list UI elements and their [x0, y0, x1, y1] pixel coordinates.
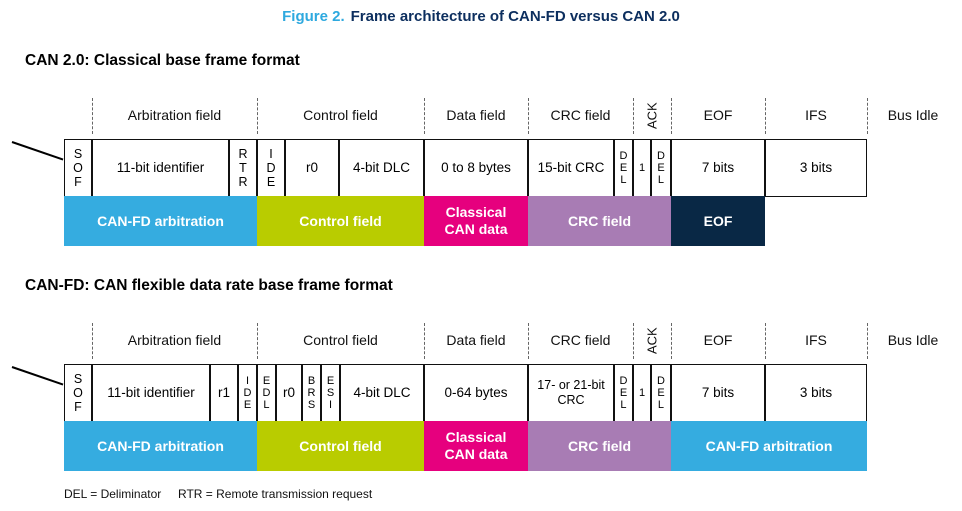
can20-box-eof: 7 bits: [671, 139, 765, 197]
can20-label-bus-idle: Bus Idle: [887, 107, 939, 123]
field-separator: [257, 98, 258, 134]
field-separator: [867, 98, 868, 134]
canfd-band-data: Classical CAN data: [424, 421, 528, 471]
field-separator: [528, 323, 529, 359]
canfd-label-crc: CRC field: [550, 332, 611, 348]
canfd-box-crc: 17- or 21-bit CRC: [528, 364, 614, 422]
can20-band-data: Classical CAN data: [424, 196, 528, 246]
canfd-band-tail: CAN-FD arbitration: [671, 421, 867, 471]
canfd-box-ack-slot: 1: [633, 364, 651, 422]
can20-box-data: 0 to 8 bytes: [424, 139, 528, 197]
can20-box-identifier: 11-bit identifier: [92, 139, 229, 197]
figure-title-text: Frame architecture of CAN-FD versus CAN …: [350, 8, 680, 25]
can20-box-r0: r0: [285, 139, 339, 197]
canfd-box-ide: I D E: [238, 364, 257, 422]
canfd-band-crc: CRC field: [528, 421, 671, 471]
can20-band-crc: CRC field: [528, 196, 671, 246]
can20-box-ack-slot: 1: [633, 139, 651, 197]
canfd-box-data: 0-64 bytes: [424, 364, 528, 422]
can20-band-control: Control field: [257, 196, 424, 246]
field-separator: [671, 323, 672, 359]
legend-del: DEL = Deliminator: [64, 487, 162, 501]
canfd-label-bus-idle: Bus Idle: [887, 332, 939, 348]
canfd-label-eof: EOF: [703, 332, 733, 348]
can20-box-ifs: 3 bits: [765, 139, 867, 197]
field-separator: [528, 98, 529, 134]
canfd-box-r1: r1: [210, 364, 238, 422]
can20-box-crc-del: D E L: [614, 139, 633, 197]
canfd-box-eof: 7 bits: [671, 364, 765, 422]
canfd-box-ack-del: D E L: [651, 364, 671, 422]
canfd-label-arbitration: Arbitration field: [127, 332, 222, 348]
figure-title: Figure 2. Frame architecture of CAN-FD ve…: [0, 8, 962, 25]
canfd-box-esi: E S I: [321, 364, 340, 422]
canfd-box-brs: B R S: [302, 364, 321, 422]
can20-label-eof: EOF: [703, 107, 733, 123]
field-separator: [424, 98, 425, 134]
field-separator: [765, 98, 766, 134]
canfd-box-ifs: 3 bits: [765, 364, 867, 422]
can20-box-dlc: 4-bit DLC: [339, 139, 424, 197]
field-separator: [257, 323, 258, 359]
figure-number-label: Figure 2.: [282, 8, 345, 25]
canfd-heading: CAN-FD: CAN flexible data rate base fram…: [25, 277, 393, 294]
can20-box-ide: I D E: [257, 139, 285, 197]
bus-lead-line: [11, 366, 64, 386]
can20-band-eof: EOF: [671, 196, 765, 246]
can20-box-ack-del: D E L: [651, 139, 671, 197]
canfd-band-control: Control field: [257, 421, 424, 471]
canfd-band-arbitration: CAN-FD arbitration: [64, 421, 257, 471]
field-separator: [92, 98, 93, 134]
canfd-label-ifs: IFS: [805, 332, 827, 348]
field-separator: [424, 323, 425, 359]
field-separator: [92, 323, 93, 359]
canfd-box-r0: r0: [276, 364, 302, 422]
field-separator: [671, 98, 672, 134]
field-separator: [633, 98, 634, 134]
can20-box-sof: S O F: [64, 139, 92, 197]
can20-label-data: Data field: [446, 107, 506, 123]
bus-lead-line: [11, 141, 64, 161]
can20-label-crc: CRC field: [550, 107, 611, 123]
legend-rtr: RTR = Remote transmission request: [178, 487, 373, 501]
canfd-box-dlc: 4-bit DLC: [340, 364, 424, 422]
can20-label-control: Control field: [303, 107, 378, 123]
can20-band-arbitration: CAN-FD arbitration: [64, 196, 257, 246]
canfd-box-edl: E D L: [257, 364, 276, 422]
canfd-box-identifier: 11-bit identifier: [92, 364, 210, 422]
field-separator: [633, 323, 634, 359]
canfd-label-control: Control field: [303, 332, 378, 348]
can20-label-arbitration: Arbitration field: [127, 107, 222, 123]
can20-box-crc: 15-bit CRC: [528, 139, 614, 197]
canfd-box-crc-del: D E L: [614, 364, 633, 422]
can20-heading: CAN 2.0: Classical base frame format: [25, 52, 300, 69]
canfd-box-sof: S O F: [64, 364, 92, 422]
field-separator: [765, 323, 766, 359]
canfd-label-data: Data field: [446, 332, 506, 348]
field-separator: [867, 323, 868, 359]
can20-label-ack: ACK: [644, 102, 660, 130]
can20-box-rtr: R T R: [229, 139, 257, 197]
can20-label-ifs: IFS: [805, 107, 827, 123]
canfd-label-ack: ACK: [644, 327, 660, 355]
